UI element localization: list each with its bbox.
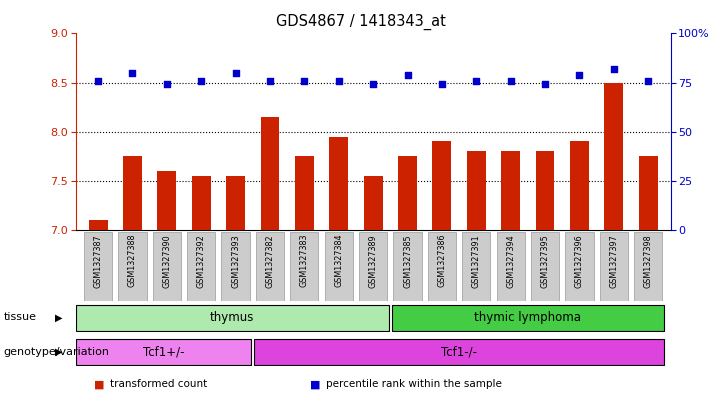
Bar xyxy=(398,156,417,230)
Bar xyxy=(531,232,559,301)
Text: tissue: tissue xyxy=(4,312,37,322)
Bar xyxy=(497,232,525,301)
Bar xyxy=(157,171,176,230)
Bar xyxy=(76,305,389,331)
Bar xyxy=(394,232,422,301)
Point xyxy=(368,81,379,88)
Bar xyxy=(501,151,520,230)
Point xyxy=(505,77,516,84)
Bar xyxy=(324,232,353,301)
Bar xyxy=(634,232,663,301)
Bar xyxy=(565,232,593,301)
Bar xyxy=(466,151,486,230)
Point xyxy=(471,77,482,84)
Text: thymus: thymus xyxy=(210,311,255,324)
Text: GSM1327393: GSM1327393 xyxy=(231,234,240,288)
Bar xyxy=(291,232,319,301)
Bar xyxy=(570,141,589,230)
Bar xyxy=(359,232,387,301)
Text: ■: ■ xyxy=(310,379,321,389)
Text: GSM1327388: GSM1327388 xyxy=(128,234,137,287)
Text: GSM1327391: GSM1327391 xyxy=(472,234,481,288)
Text: genotype/variation: genotype/variation xyxy=(4,347,110,356)
Point xyxy=(539,81,551,88)
Bar xyxy=(123,156,142,230)
Text: GDS4867 / 1418343_at: GDS4867 / 1418343_at xyxy=(275,14,446,30)
Bar xyxy=(118,232,146,301)
Point xyxy=(161,81,172,88)
Point xyxy=(574,72,585,78)
Bar xyxy=(187,232,216,301)
Text: GSM1327395: GSM1327395 xyxy=(541,234,549,288)
Bar xyxy=(192,176,211,230)
Bar xyxy=(256,232,284,301)
Text: GSM1327383: GSM1327383 xyxy=(300,234,309,287)
Point xyxy=(402,72,413,78)
Bar xyxy=(433,141,451,230)
Bar xyxy=(89,220,107,230)
Point xyxy=(642,77,654,84)
Bar xyxy=(295,156,314,230)
Text: Tcf1+/-: Tcf1+/- xyxy=(143,345,184,358)
Text: Tcf1-/-: Tcf1-/- xyxy=(441,345,477,358)
Bar xyxy=(153,232,181,301)
Bar xyxy=(536,151,554,230)
Bar xyxy=(329,136,348,230)
Text: ▶: ▶ xyxy=(56,347,63,356)
Text: GSM1327387: GSM1327387 xyxy=(94,234,102,288)
Text: GSM1327398: GSM1327398 xyxy=(644,234,653,288)
Point xyxy=(298,77,310,84)
Text: ▶: ▶ xyxy=(56,312,63,322)
Point xyxy=(333,77,345,84)
Bar xyxy=(363,176,383,230)
Bar xyxy=(604,83,623,230)
Text: GSM1327385: GSM1327385 xyxy=(403,234,412,288)
Point xyxy=(230,70,242,76)
Text: GSM1327394: GSM1327394 xyxy=(506,234,515,288)
Bar xyxy=(76,340,251,365)
Point xyxy=(92,77,104,84)
Bar xyxy=(226,176,245,230)
Text: GSM1327392: GSM1327392 xyxy=(197,234,205,288)
Text: GSM1327386: GSM1327386 xyxy=(438,234,446,287)
Text: percentile rank within the sample: percentile rank within the sample xyxy=(326,379,502,389)
Bar xyxy=(392,305,663,331)
Bar xyxy=(639,156,658,230)
Bar xyxy=(84,232,112,301)
Text: GSM1327396: GSM1327396 xyxy=(575,234,584,288)
Bar xyxy=(260,117,280,230)
Point xyxy=(608,66,619,72)
Point xyxy=(436,81,448,88)
Point xyxy=(264,77,275,84)
Point xyxy=(195,77,207,84)
Bar xyxy=(600,232,628,301)
Bar xyxy=(255,340,663,365)
Bar xyxy=(221,232,249,301)
Bar xyxy=(462,232,490,301)
Text: transformed count: transformed count xyxy=(110,379,207,389)
Point xyxy=(127,70,138,76)
Text: GSM1327397: GSM1327397 xyxy=(609,234,619,288)
Text: thymic lymphoma: thymic lymphoma xyxy=(474,311,581,324)
Bar xyxy=(428,232,456,301)
Text: ■: ■ xyxy=(94,379,105,389)
Text: GSM1327389: GSM1327389 xyxy=(368,234,378,288)
Text: GSM1327382: GSM1327382 xyxy=(265,234,275,288)
Text: GSM1327384: GSM1327384 xyxy=(335,234,343,287)
Text: GSM1327390: GSM1327390 xyxy=(162,234,172,288)
